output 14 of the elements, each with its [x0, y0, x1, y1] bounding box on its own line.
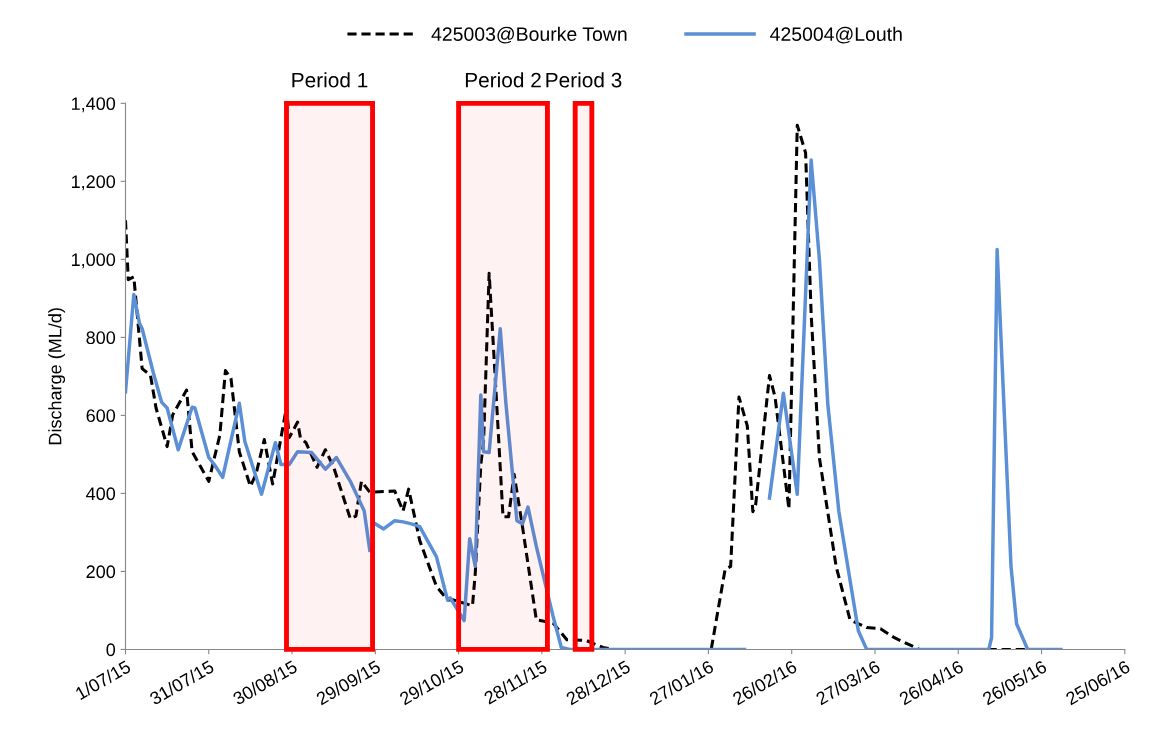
- y-tick-label: 600: [86, 409, 116, 423]
- band-label: Period 1: [292, 72, 368, 88]
- y-tick-label: 1,000: [71, 253, 116, 269]
- legend-label: 425003@Bourke Town: [431, 26, 627, 44]
- y-tick-label: 1,400: [71, 97, 116, 113]
- y-tick-label: 400: [86, 487, 116, 501]
- y-tick-label: 200: [86, 565, 116, 579]
- band-label: Period 3: [546, 72, 622, 88]
- y-tick-label: 0: [106, 643, 116, 657]
- legend-label: 425004@Louth: [770, 26, 902, 44]
- band-label: Period 2: [465, 72, 541, 88]
- y-axis-title: Discharge (ML/d): [48, 308, 66, 445]
- y-tick-label: 800: [86, 331, 116, 345]
- y-tick-label: 1,200: [71, 175, 116, 191]
